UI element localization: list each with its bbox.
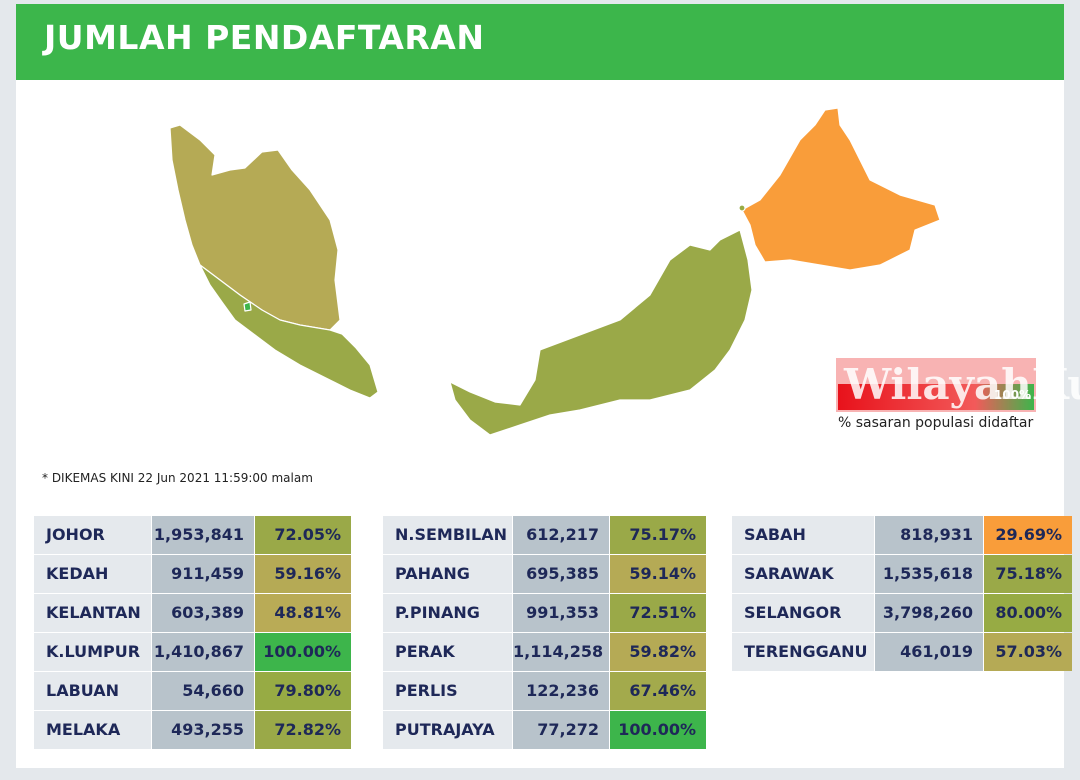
table-row: PERAK 1,114,258 59.82% — [383, 633, 706, 671]
percent-registered: 59.16% — [255, 555, 351, 593]
percent-registered: 67.46% — [610, 672, 706, 710]
labuan — [738, 204, 746, 212]
percent-registered: 75.17% — [610, 516, 706, 554]
header: JUMLAH PENDAFTARAN — [16, 4, 1064, 80]
registration-count: 1,953,841 — [152, 516, 254, 554]
state-name: PERLIS — [383, 672, 512, 710]
table-row: SARAWAK 1,535,618 75.18% — [732, 555, 1072, 593]
registration-count: 122,236 — [513, 672, 609, 710]
table-row: TERENGGANU 461,019 57.03% — [732, 633, 1072, 671]
table-row: K.LUMPUR 1,410,867 100.00% — [34, 633, 351, 671]
table-row: SELANGOR 3,798,260 80.00% — [732, 594, 1072, 632]
table-row: PERLIS 122,236 67.46% — [383, 672, 706, 710]
table-row: LABUAN 54,660 79.80% — [34, 672, 351, 710]
percent-registered: 80.00% — [984, 594, 1072, 632]
legend-bar — [836, 358, 1036, 412]
percent-registered: 100.00% — [610, 711, 706, 749]
peninsular-north — [169, 124, 341, 331]
note: * DIKEMAS KINI 22 Jun 2021 11:59:00 mala… — [42, 471, 313, 485]
table-row: SABAH 818,931 29.69% — [732, 516, 1072, 554]
percent-registered: 100.00% — [255, 633, 351, 671]
percent-registered: 72.51% — [610, 594, 706, 632]
registration-count: 1,535,618 — [875, 555, 983, 593]
state-name: JOHOR — [34, 516, 151, 554]
registration-count: 77,272 — [513, 711, 609, 749]
percent-registered: 59.14% — [610, 555, 706, 593]
legend-caption: % sasaran populasi didaftar — [838, 415, 1034, 431]
percent-registered: 57.03% — [984, 633, 1072, 671]
sabah — [741, 107, 941, 271]
registration-count: 1,114,258 — [513, 633, 609, 671]
state-name: PAHANG — [383, 555, 512, 593]
table-row: N.SEMBILAN 612,217 75.17% — [383, 516, 706, 554]
state-name: PERAK — [383, 633, 512, 671]
registration-count: 911,459 — [152, 555, 254, 593]
title: JUMLAH PENDAFTARAN — [44, 18, 485, 57]
registration-count: 612,217 — [513, 516, 609, 554]
percent-registered: 75.18% — [984, 555, 1072, 593]
percent-registered: 29.69% — [984, 516, 1072, 554]
table-row: P.PINANG 991,353 72.51% — [383, 594, 706, 632]
peninsular-south — [199, 264, 379, 399]
percent-registered: 72.05% — [255, 516, 351, 554]
state-name: P.PINANG — [383, 594, 512, 632]
watermark: WilayahKu — [844, 360, 1080, 409]
state-name: KELANTAN — [34, 594, 151, 632]
state-name: N.SEMBILAN — [383, 516, 512, 554]
registration-count: 493,255 — [152, 711, 254, 749]
legend: WilayahKu 100% — [836, 358, 1080, 412]
state-name: TERENGGANU — [732, 633, 874, 671]
map — [169, 107, 941, 436]
state-name: PUTRAJAYA — [383, 711, 512, 749]
registration-count: 54,660 — [152, 672, 254, 710]
state-name: LABUAN — [34, 672, 151, 710]
registration-count: 603,389 — [152, 594, 254, 632]
table-row: MELAKA 493,255 72.82% — [34, 711, 351, 749]
registration-count: 818,931 — [875, 516, 983, 554]
state-name: SABAH — [732, 516, 874, 554]
percent-registered: 48.81% — [255, 594, 351, 632]
legend-max: 100% — [994, 388, 1032, 402]
table-row: KELANTAN 603,389 48.81% — [34, 594, 351, 632]
table-row: JOHOR 1,953,841 72.05% — [34, 516, 351, 554]
registration-count: 695,385 — [513, 555, 609, 593]
table-row: PUTRAJAYA 77,272 100.00% — [383, 711, 706, 749]
sarawak — [449, 229, 753, 436]
kl — [243, 301, 252, 312]
state-name: SARAWAK — [732, 555, 874, 593]
registration-count: 3,798,260 — [875, 594, 983, 632]
percent-registered: 72.82% — [255, 711, 351, 749]
registration-count: 991,353 — [513, 594, 609, 632]
state-name: KEDAH — [34, 555, 151, 593]
table-row: KEDAH 911,459 59.16% — [34, 555, 351, 593]
percent-registered: 59.82% — [610, 633, 706, 671]
registration-count: 1,410,867 — [152, 633, 254, 671]
state-name: K.LUMPUR — [34, 633, 151, 671]
table-row: PAHANG 695,385 59.14% — [383, 555, 706, 593]
state-name: MELAKA — [34, 711, 151, 749]
percent-registered: 79.80% — [255, 672, 351, 710]
state-name: SELANGOR — [732, 594, 874, 632]
registration-count: 461,019 — [875, 633, 983, 671]
